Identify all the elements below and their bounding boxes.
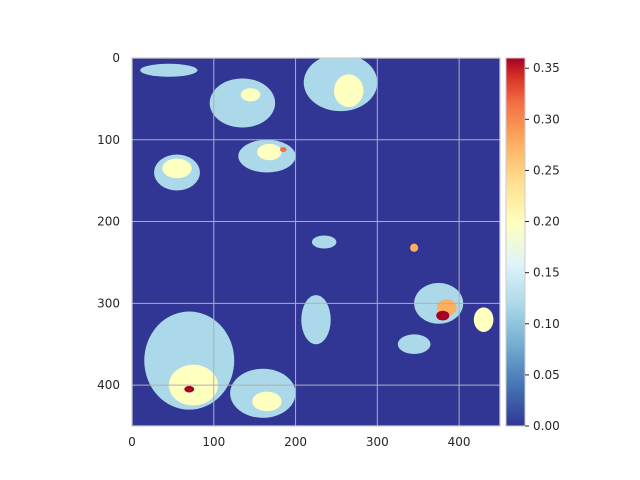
x-axis: 0 100 200 300 400 [128, 435, 470, 449]
colorbar-tick-label: 0.20 [533, 215, 560, 229]
x-tick-label: 200 [284, 435, 307, 449]
y-tick-label: 200 [97, 215, 120, 229]
heatmap-blob-bottom-left-hot [184, 385, 195, 393]
colorbar [505, 57, 526, 427]
x-tick-label: 0 [128, 435, 136, 449]
x-tick-label: 400 [448, 435, 471, 449]
heatmap-blob-right-edge [473, 307, 494, 332]
x-tick-label: 100 [202, 435, 225, 449]
heatmap-blob-top-center-core [240, 88, 261, 102]
y-tick-label: 300 [97, 296, 120, 310]
heatmap-blob-top-center [209, 78, 276, 128]
plot-frame [131, 57, 501, 427]
heatmap-blob-right-lower [397, 334, 431, 355]
colorbar-tick-label: 0.00 [533, 419, 560, 433]
colorbar-axis: 0.00 0.05 0.10 0.15 0.20 0.25 0.30 0.35 [525, 61, 560, 433]
heatmap-blob-top-left [140, 63, 198, 77]
heatmap-blob-left-mid-core [162, 158, 192, 179]
y-tick-label: 100 [97, 133, 120, 147]
y-tick-label: 400 [97, 378, 120, 392]
heatmap-blob-bottom-center-core [252, 391, 282, 412]
heatmap-blob-center [301, 295, 331, 345]
x-tick-label: 300 [366, 435, 389, 449]
colorbar-tick-label: 0.25 [533, 163, 560, 177]
heatmap-blob-right-mid-hot [436, 310, 450, 321]
y-axis: 0 100 200 300 400 [97, 51, 120, 392]
colorbar-tick-label: 0.10 [533, 317, 560, 331]
heatmap-blob-center-top-hot [280, 147, 287, 153]
colorbar-tick-label: 0.05 [533, 368, 560, 382]
colorbar-tick-label: 0.35 [533, 61, 560, 75]
heatmap-blob-top-right-core [333, 74, 364, 108]
y-tick-label: 0 [112, 51, 120, 65]
heatmap-blob-center-right [311, 235, 337, 249]
heatmap-blob-center-top-core [257, 143, 282, 161]
heatmap-blob-right-small [410, 243, 419, 252]
colorbar-tick-label: 0.15 [533, 266, 560, 280]
colorbar-tick-label: 0.30 [533, 112, 560, 126]
